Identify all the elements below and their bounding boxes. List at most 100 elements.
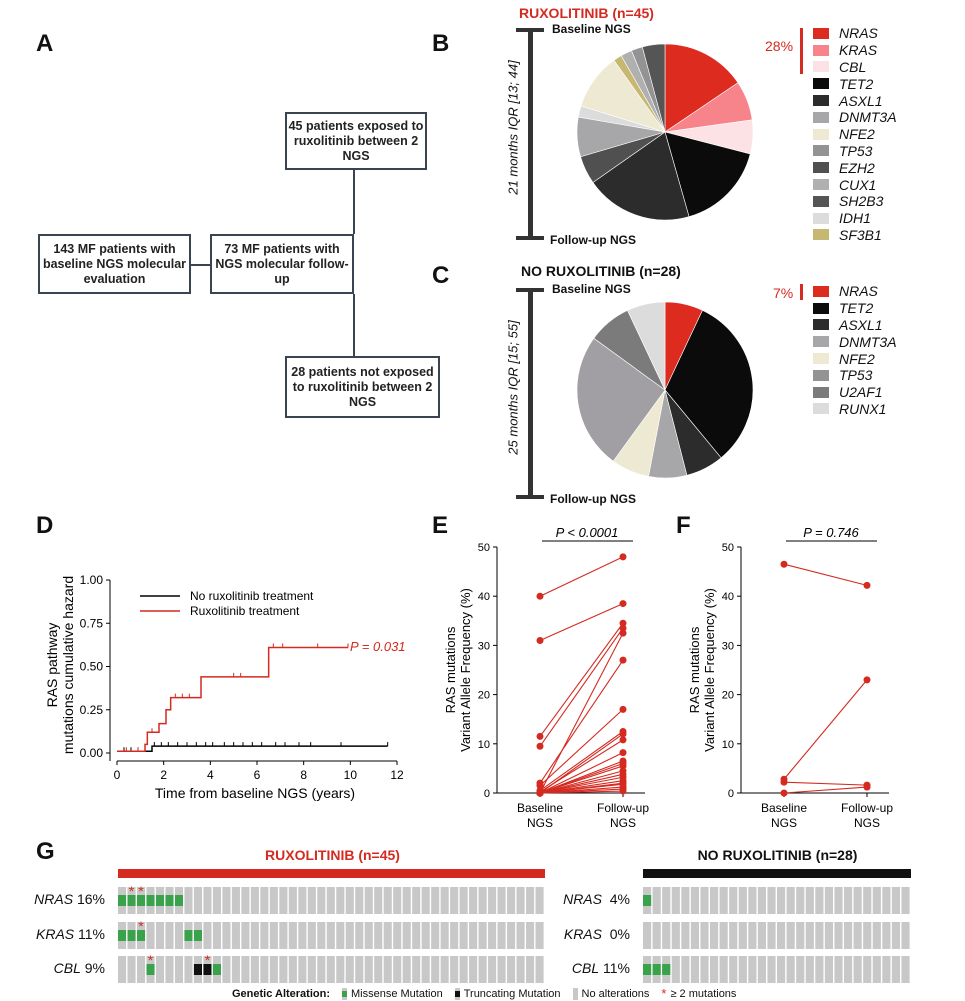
gene-frequency: 4%: [609, 891, 630, 907]
x-tick-label: 6: [254, 768, 261, 782]
oncoprint-cell: [459, 887, 468, 914]
legend-label: TET2: [839, 300, 874, 317]
oncoprint-cell: [700, 956, 709, 983]
legend-label: DNMT3A: [839, 333, 897, 350]
truncating-swatch: [454, 987, 460, 1000]
oncoprint-cell: [757, 956, 767, 983]
y-tick-label: 40: [722, 591, 734, 603]
oncoprint-cell: [497, 922, 506, 949]
flow-box-no-ruxolitinib: 28 patients not exposed to ruxolitinib b…: [285, 356, 440, 418]
flow-box-baseline: 143 MF patients with baseline NGS molecu…: [38, 234, 191, 294]
y-axis-label-line1: RAS pathway: [44, 623, 60, 708]
x-axis-label: Time from baseline NGS (years): [155, 785, 355, 801]
timeline-b-interval: 21 months IQR [13; 44]: [505, 60, 521, 195]
oncoprint-cell: [526, 922, 535, 949]
followup-point: [619, 624, 627, 632]
baseline-point: [536, 789, 544, 797]
x-tick-label: Baseline: [517, 801, 563, 815]
followup-point: [619, 730, 627, 738]
legend-label: SF3B1: [839, 226, 882, 243]
panel-letter-c: C: [432, 262, 450, 289]
oncoprint-cell: [412, 887, 421, 914]
legend-b: NRAS KRAS CBL TET2 ASXL1 DNMT3A NFE2 TP53 EZH2 CU…: [813, 25, 897, 243]
missense-mutation: [193, 930, 202, 941]
ras-bracket-c-label: 7%: [773, 285, 794, 301]
legend-swatch: [813, 179, 829, 191]
x-tick-label: Follow-up: [841, 801, 893, 815]
oncoprint-cell: [402, 922, 411, 949]
hazard-chart: RAS pathway mutations cumulative hazard …: [44, 573, 406, 801]
oncoprint-cell: [174, 922, 184, 949]
oncoprint-cell: [882, 887, 891, 914]
legend-title: Genetic Alteration:: [232, 987, 330, 1000]
oncoprint-cell: [345, 956, 354, 983]
legend-item: NRAS: [813, 283, 897, 300]
oncoprint-cell: [250, 956, 259, 983]
oncoprint-cell: [193, 887, 202, 914]
baseline-point: [780, 560, 788, 568]
pair-line: [783, 679, 868, 780]
oncoprint-cell: [421, 922, 430, 949]
legend-label: Ruxolitinib treatment: [190, 604, 300, 618]
legend-item: EZH2: [813, 159, 897, 176]
oncoprint-cell: [681, 887, 690, 914]
legend-swatch: [813, 369, 829, 381]
legend-item: TP53: [813, 143, 897, 160]
y-tick-label: 1.00: [80, 573, 104, 587]
oncoprint-cell: [269, 956, 278, 983]
oncoprint-cell: [796, 887, 805, 914]
oncoprint-cell: [383, 922, 392, 949]
oncoprint-cell: [767, 887, 776, 914]
connector-line: [353, 294, 355, 356]
chart-b-title: RUXOLITINIB (n=45): [519, 5, 654, 21]
oncoprint-cell: [824, 956, 834, 983]
oncoprint-cell: [383, 887, 392, 914]
y-tick-label: 50: [722, 542, 734, 554]
pair-line: [783, 563, 868, 586]
oncoprint-cell: [269, 922, 278, 949]
gene-frequency: 11%: [603, 960, 630, 976]
y-tick-label: 40: [478, 591, 490, 603]
timeline-c-cap-top: [516, 288, 544, 292]
oncoprint-cell: [431, 887, 440, 914]
oncoprint-cell: [118, 956, 127, 983]
oncoprint-cell: [127, 956, 136, 983]
y-tick-label: 0.00: [80, 746, 104, 760]
oncoprint-cell: [260, 956, 269, 983]
oncoprint-cell: [834, 887, 843, 914]
oncoprint-cell: [652, 922, 661, 949]
oncoprint-cell: [431, 956, 440, 983]
missense-mutation: [165, 895, 174, 906]
oncoprint-cell: [719, 887, 728, 914]
missense-mutation: [136, 895, 146, 906]
x-tick-label: 2: [160, 768, 167, 782]
oncoprint-cell: [488, 887, 497, 914]
legend-label: No ruxolitinib treatment: [190, 589, 314, 603]
oncoprint-cell: [796, 922, 805, 949]
legend-truncating: Truncating Mutation: [463, 987, 561, 1000]
oncoprint-cell: [901, 922, 910, 949]
no-alteration-swatch: [572, 987, 578, 1000]
pair-line: [539, 762, 624, 794]
oncoprint-cell: [777, 922, 786, 949]
oncoprint-cell: [146, 922, 155, 949]
step-line-no-ruxolitinib-treatment: [117, 745, 388, 753]
oncoprint-cell: [478, 956, 487, 983]
oncoprint-cell: [690, 887, 700, 914]
oncoprint-cell: [767, 956, 776, 983]
missense-mutation: [118, 895, 127, 906]
y-tick-label: 10: [478, 739, 490, 751]
missense-mutation: [118, 930, 127, 941]
chart-f-ylabel-line2: Variant Allele Frequency (%): [702, 588, 717, 752]
oncoprint-cell: [393, 922, 402, 949]
oncoprint-cell: [488, 956, 497, 983]
x-tick-label: Baseline: [761, 801, 807, 815]
oncoprint-cell: [298, 887, 307, 914]
truncating-mutation: [203, 964, 212, 975]
panel-letter-f: F: [676, 512, 691, 539]
y-tick-label: 20: [478, 690, 490, 702]
oncoprint-cell: [786, 922, 795, 949]
legend-swatch: [813, 162, 829, 174]
x-tick-label: 8: [300, 768, 307, 782]
legend-item: NRAS: [813, 25, 897, 42]
